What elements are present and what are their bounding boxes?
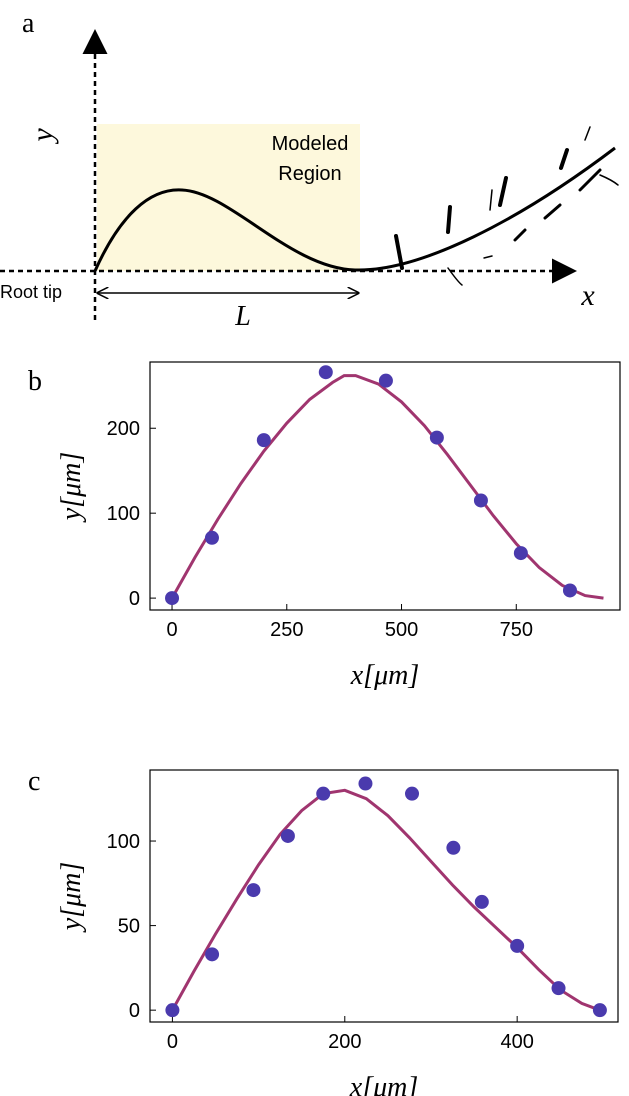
data-point [316,786,331,801]
y-tick-label: 0 [129,1000,140,1022]
length-label: L [234,301,251,332]
data-point [474,894,489,909]
panel-label: b [28,366,42,397]
data-point [446,840,461,855]
diagram: a y Modeled Region Root tip L x [0,8,619,332]
data-point [204,530,219,545]
x-axis-label: x [580,279,595,312]
x-tick-label: 400 [500,1031,533,1053]
root-tip-label: Root tip [0,282,62,302]
data-point [165,1003,180,1018]
x-tick-label: 0 [167,1031,178,1053]
data-point [256,433,271,448]
x-axis-label: x[μm] [349,1072,419,1096]
y-axis-label: y[μm] [56,862,87,934]
data-point [378,373,393,388]
x-tick-label: 750 [500,619,533,641]
y-tick-label: 0 [129,588,140,610]
root-curve [93,146,616,272]
panel-label: a [22,8,35,39]
plot-frame [149,361,621,611]
data-point [358,776,373,791]
y-axis-label: y[μm] [56,452,87,524]
fit-curve [170,374,604,600]
root-hairs [394,126,619,286]
data-point [429,430,444,445]
y-tick-label: 100 [107,503,140,525]
data-point [318,365,333,380]
x-tick-label: 500 [385,619,418,641]
x-axis-label: x[μm] [350,660,420,691]
modeled-region [97,124,360,271]
fit-curve [171,788,601,1012]
data-point [562,583,577,598]
data-point [592,1003,607,1018]
data-point [280,828,295,843]
data-point [165,591,180,606]
x-tick-label: 250 [270,619,303,641]
x-tick-label: 200 [328,1031,361,1053]
region-label: Region [278,163,341,185]
data-point [405,786,420,801]
panel-label: c [28,766,40,797]
data-point [246,883,261,898]
x-tick-label: 0 [166,619,177,641]
data-point [473,493,488,508]
y-tick-label: 200 [107,418,140,440]
region-label: Modeled [272,133,349,155]
y-tick-label: 100 [107,831,140,853]
plot-frame [149,769,619,1023]
data-point [513,546,528,561]
data-point [551,981,566,996]
data-point [510,938,525,953]
y-axis-label: y [26,128,59,145]
data-point [205,947,220,962]
y-tick-label: 50 [118,916,140,938]
